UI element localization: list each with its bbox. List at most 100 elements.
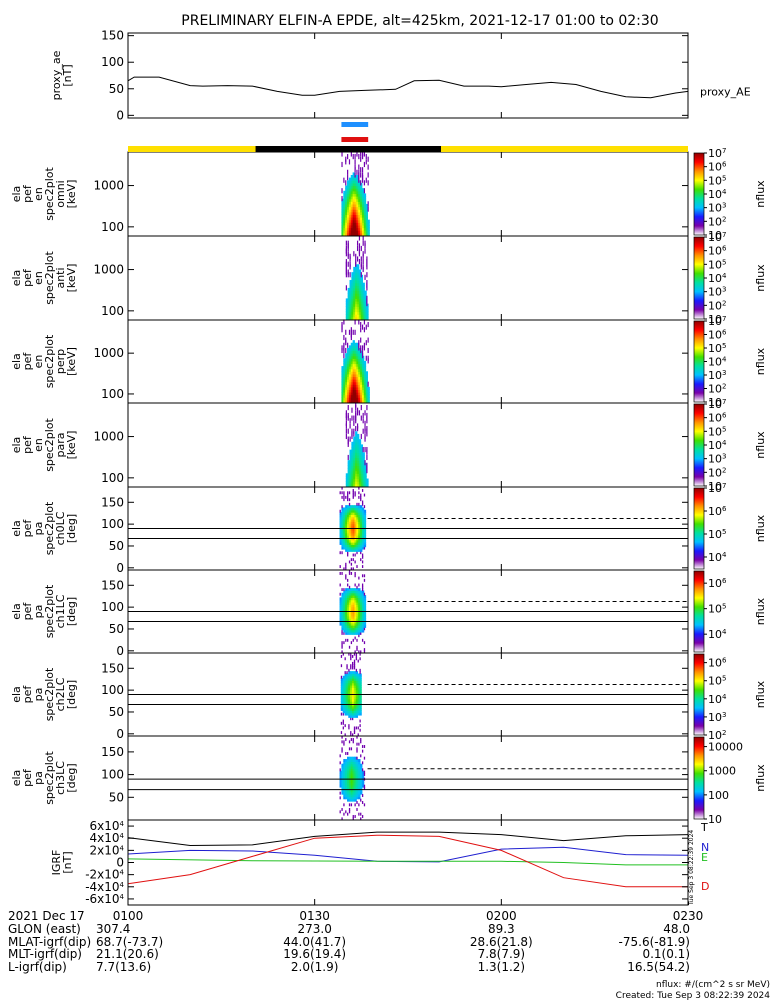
ylabel-line: en: [32, 187, 45, 201]
colorbar-tick-label: 10: [708, 396, 722, 409]
ylabel-line: pef: [21, 184, 34, 203]
colorbar: [693, 403, 705, 487]
panel-frame: [127, 151, 689, 237]
colorbar-tick-label: 105: [708, 174, 726, 187]
ephemeris-value: 68.7(-73.7): [96, 935, 163, 949]
units-note: nflux: #/(cm^2 s sr MeV): [656, 980, 770, 990]
ytick-label: 1000: [93, 346, 124, 360]
heatmap-pa-ch1LC: [339, 569, 367, 654]
ylabel-line: ela: [10, 520, 23, 537]
ytick-label: 4x104: [90, 831, 125, 845]
ephemeris-value: -75.6(-81.9): [619, 935, 690, 949]
colorbar-label: nflux: [754, 264, 767, 292]
colorbar-label: nflux: [754, 597, 767, 625]
panel-frame: [127, 319, 689, 404]
ytick-label: 100: [101, 683, 124, 697]
ylabel-line: spec2plot: [43, 751, 56, 805]
colorbar: [693, 653, 705, 736]
ytick-label: 1000: [93, 179, 124, 193]
ylabel-line: [nT]: [61, 851, 74, 873]
shadow-bar: [255, 146, 441, 152]
ylabel-line: pef: [21, 685, 34, 704]
colorbar-tick-label: 102: [708, 383, 726, 396]
colorbar: [693, 152, 705, 236]
series-label-T: T: [700, 821, 708, 834]
colorbar: [693, 320, 705, 403]
ylabel-line: ela: [10, 270, 23, 287]
ephemeris-value: 2.0(1.9): [291, 960, 339, 974]
colorbar-tick-label: 104: [708, 551, 727, 564]
colorbar-label: nflux: [754, 347, 767, 375]
ylabel-line: pa: [32, 605, 45, 619]
ylabel-line: omni: [54, 180, 67, 207]
ephemeris-row-label: MLAT-igrf(dip): [8, 935, 91, 949]
series-line-E: [127, 858, 688, 866]
ephemeris-value: 19.6(19.4): [283, 947, 346, 961]
time-tick-label: 0130: [299, 909, 330, 923]
ytick-label: 150: [101, 745, 124, 759]
colorbar-tick-label: 104: [708, 628, 727, 641]
colorbar-tick-label: 103: [708, 453, 726, 466]
ylabel-line: ch0LC: [54, 511, 67, 545]
ephemeris-row-label: L-igrf(dip): [8, 960, 67, 974]
ytick-label: 100: [101, 471, 124, 485]
colorbar: [693, 736, 705, 820]
ytick-label: 100: [101, 768, 124, 782]
colorbar-tick-label: 1000: [708, 765, 736, 778]
ylabel-line: ela: [10, 186, 23, 203]
ylabel-line: ela: [10, 353, 23, 370]
heatmap-en-para: [345, 402, 369, 487]
ylabel-line: pef: [21, 352, 34, 371]
ytick-label: 100: [101, 387, 124, 401]
ytick-label: 50: [109, 82, 124, 96]
panel-en-omni: 1001000elapefenspec2plotomni[keV]1010210…: [10, 147, 767, 242]
colorbar-tick-label: 105: [708, 258, 726, 271]
ylabel-line: IGRF: [50, 850, 63, 876]
colorbar-label: nflux: [754, 680, 767, 708]
colorbar-tick-label: 104: [708, 356, 727, 369]
ylabel-line: [deg]: [65, 763, 78, 792]
ylabel-line: ela: [10, 437, 23, 454]
ylabel-line: perp: [54, 349, 67, 374]
colorbar-label: nflux: [754, 764, 767, 792]
ylabel-line: ela: [10, 603, 23, 620]
colorbar-tick-label: 10000: [708, 741, 743, 754]
ylabel-line: pa: [32, 771, 45, 785]
ylabel-line: pef: [21, 519, 34, 538]
colorbar-tick-label: 102: [708, 466, 726, 479]
science-zone-bar-red: [341, 137, 369, 142]
ylabel-line: ch1LC: [54, 594, 67, 628]
colorbar-tick-label: 102: [708, 215, 726, 228]
ytick-label: 0: [116, 561, 124, 575]
heatmap-en-anti: [345, 235, 369, 320]
colorbar-tick-label: 104: [708, 439, 727, 452]
series-label-E: E: [701, 851, 708, 864]
ylabel-line: spec2plot: [43, 584, 56, 638]
ylabel-line: pef: [21, 268, 34, 287]
ephemeris-row-label: MLT-igrf(dip): [8, 947, 82, 961]
ylabel-line: [deg]: [65, 597, 78, 626]
ylabel-line: [deg]: [65, 514, 78, 543]
colorbar-tick-label: 106: [708, 505, 727, 518]
colorbar-tick-label: 106: [708, 657, 727, 670]
ytick-label: 50: [109, 622, 124, 636]
colorbar-tick-label: 104: [708, 188, 727, 201]
status-bars: [128, 122, 688, 152]
colorbar-label: nflux: [754, 514, 767, 542]
series-line-T: [127, 831, 689, 847]
panel-frame: [127, 235, 689, 321]
colorbar-tick-label: 106: [708, 577, 727, 590]
colorbar-tick-label: 107: [708, 482, 726, 495]
colorbar: [693, 487, 705, 570]
ytick-label: 2x104: [90, 843, 125, 857]
ylabel-line: [keV]: [65, 264, 78, 293]
ytick-label: -4x104: [85, 880, 124, 894]
ylabel-line: [keV]: [65, 180, 78, 209]
ytick-label: 50: [109, 539, 124, 553]
colorbar-tick-label: 107: [708, 398, 726, 411]
ytick-label: 100: [101, 55, 124, 69]
ylabel-line: en: [32, 438, 45, 452]
panel-en-para: 1001000elapefenspec2plotpara[keV]1010210…: [10, 398, 767, 493]
ylabel-line: pa: [32, 522, 45, 536]
